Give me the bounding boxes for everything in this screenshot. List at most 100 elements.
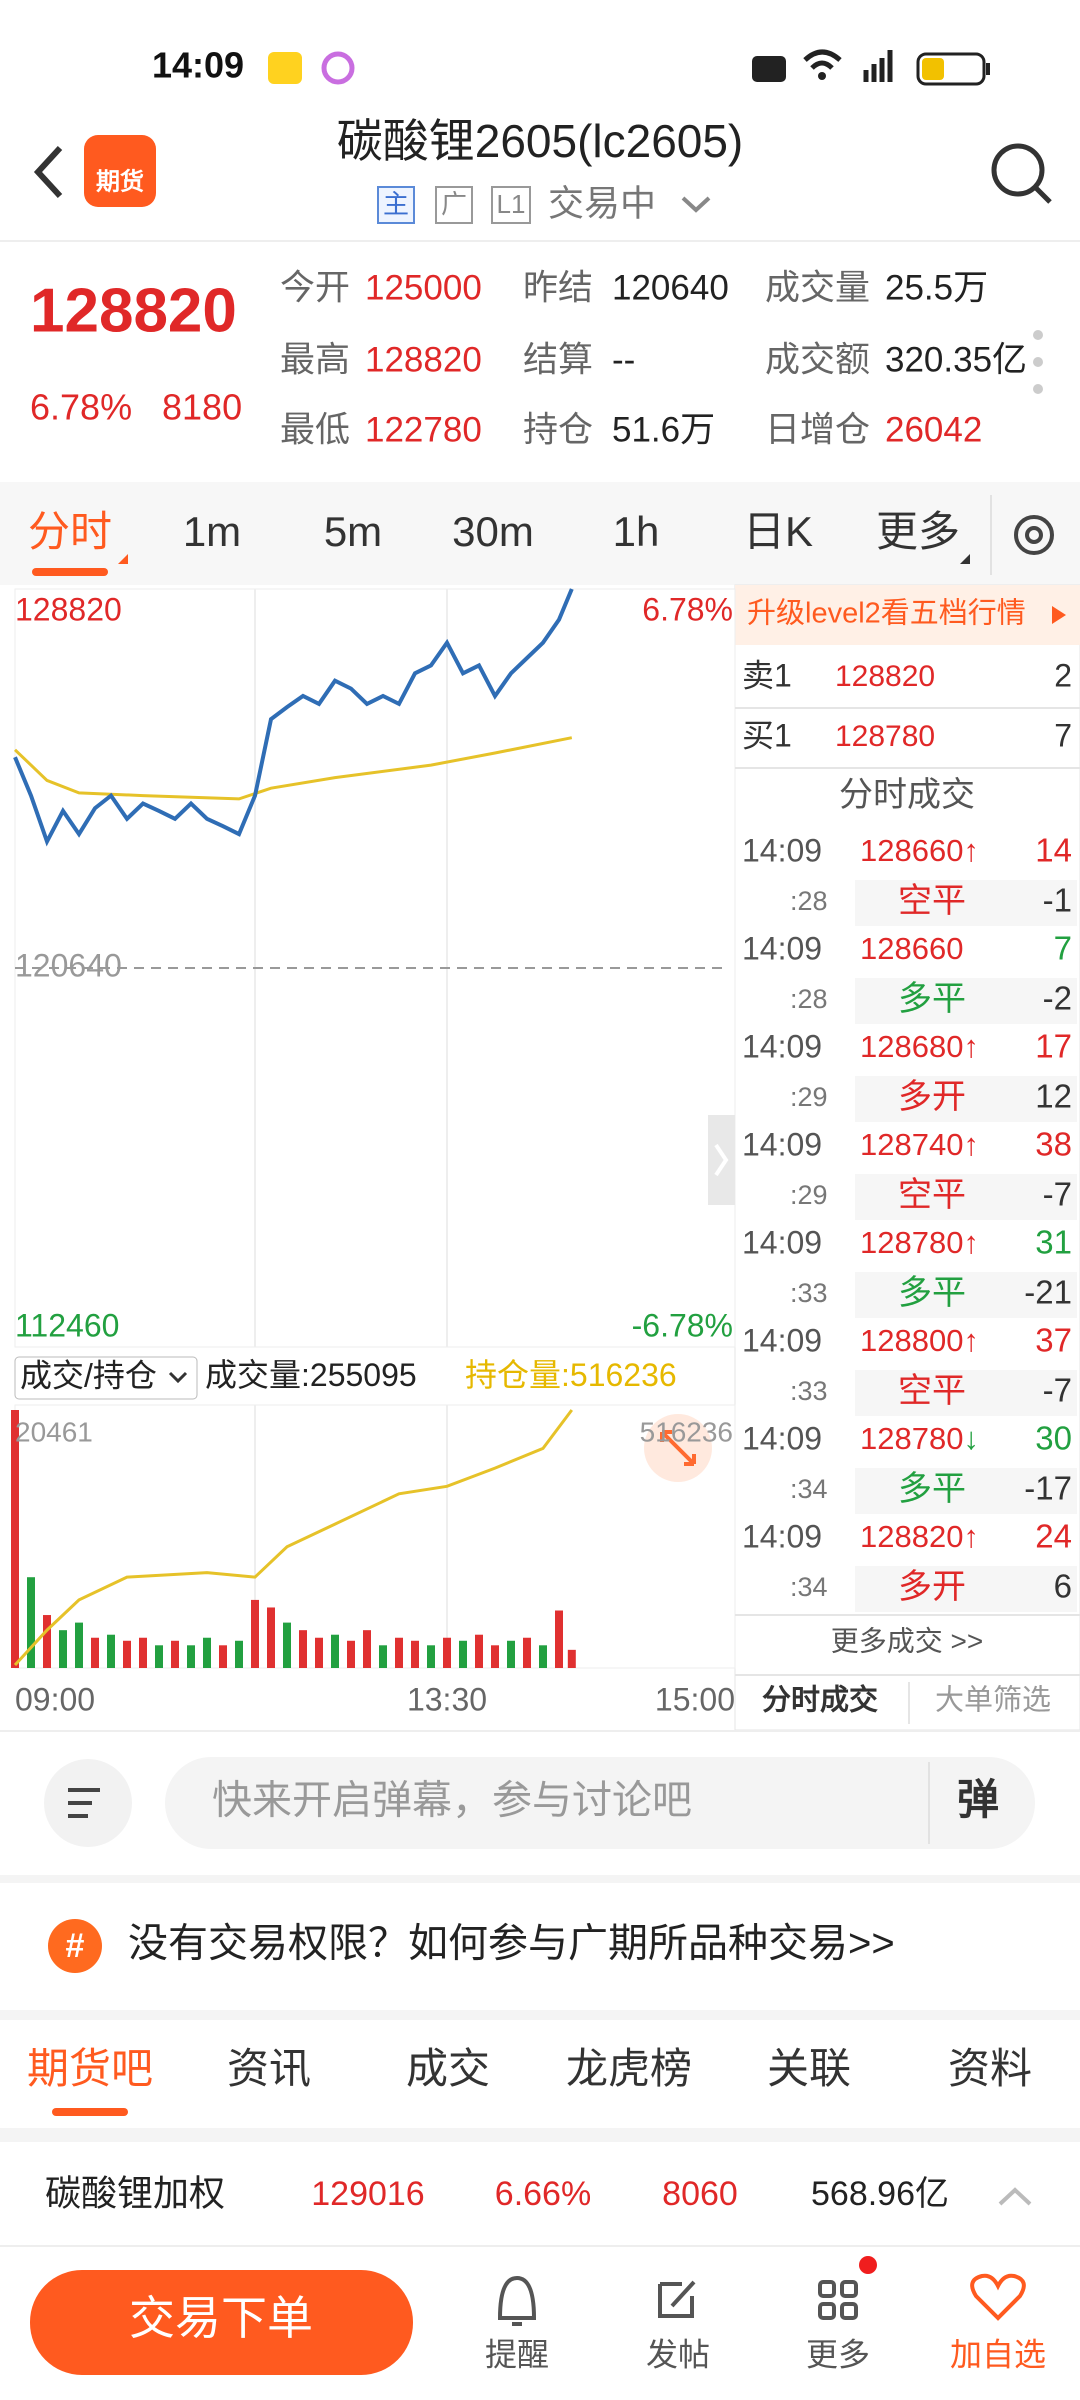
trade-type: 多平 [898, 1470, 966, 1508]
nav-icon[interactable] [497, 2275, 537, 2326]
selector-box[interactable] [14, 1356, 198, 1400]
trade-seconds: :33 [790, 1376, 828, 1406]
field-value: 26042 [885, 410, 982, 449]
oi-change: -21 [1024, 1274, 1072, 1311]
level2-banner[interactable]: 升级level2看五档行情 [747, 597, 1026, 630]
trade-volume: 24 [1035, 1518, 1072, 1555]
trade-volume: 38 [1035, 1126, 1072, 1163]
volume-bar [43, 1615, 51, 1668]
y-tick-label: 120640 [15, 947, 122, 983]
trade-type: 空平 [898, 1372, 966, 1410]
volume-bar [203, 1637, 211, 1668]
field-label: 日增仓 [765, 410, 870, 449]
dropdown-icon[interactable] [681, 196, 711, 213]
volume-bar [267, 1607, 275, 1668]
tab[interactable]: 1m [183, 508, 241, 555]
trade-price: 128780↓ [860, 1421, 979, 1456]
section-tab[interactable]: 资讯 [227, 2045, 311, 2092]
nav-label[interactable]: 提醒 [485, 2336, 549, 2372]
danmaku-button[interactable]: 弹 [957, 1776, 999, 1823]
field-label: 结算 [523, 340, 593, 379]
collapse-handle[interactable] [714, 1143, 729, 1177]
trade-time: 14:09 [742, 930, 822, 966]
more-dots[interactable] [1033, 357, 1043, 367]
volume-bar [187, 1645, 195, 1668]
y-tick-label: 112460 [15, 1307, 119, 1343]
section-tab[interactable]: 资料 [948, 2045, 1032, 2092]
volume-bar [555, 1610, 563, 1668]
settings-button[interactable] [1025, 526, 1043, 544]
volume-bar [283, 1622, 291, 1668]
trades-title: 分时成交 [839, 776, 975, 814]
oi-change: 6 [1054, 1568, 1072, 1605]
more-dots[interactable] [1033, 330, 1043, 340]
trade-type: 多平 [898, 1274, 966, 1312]
tab[interactable]: 日K [743, 508, 813, 555]
tab-underline [32, 568, 108, 576]
selector[interactable]: 成交/持仓 [20, 1357, 157, 1393]
trade-button-label[interactable]: 交易下单 [129, 2292, 313, 2344]
nav-label[interactable]: 更多 [806, 2336, 870, 2372]
danmaku-input[interactable] [165, 1757, 1035, 1849]
banner-icon [48, 1919, 102, 1973]
danmaku-toggle[interactable] [68, 1788, 100, 1818]
field-value: 51.6万 [612, 410, 715, 449]
battery-cap [986, 63, 990, 75]
more-dots[interactable] [1033, 384, 1043, 394]
tab[interactable]: 分时 [28, 508, 112, 555]
nav-icon[interactable] [840, 2280, 858, 2298]
danmaku-placeholder[interactable]: 快来开启弹幕，参与讨论吧 [212, 1779, 692, 1823]
badge: L1 [497, 189, 526, 219]
trade-type: 多开 [898, 1078, 966, 1116]
field-value: 128820 [365, 340, 482, 379]
tab[interactable]: 30m [452, 508, 534, 555]
nav-icon[interactable] [818, 2302, 836, 2320]
trade-button[interactable] [30, 2270, 413, 2375]
section-tab[interactable]: 龙虎榜 [566, 2045, 692, 2092]
level2-banner-bg[interactable] [735, 585, 1080, 645]
direction: ↑ [963, 1029, 979, 1064]
volume-bar [11, 1410, 19, 1668]
nav-label[interactable]: 发帖 [646, 2336, 710, 2372]
direction: ↑ [963, 1127, 979, 1162]
more-trades[interactable]: 更多成交 >> [831, 1625, 983, 1656]
row-bg [855, 1566, 1077, 1612]
row-bg [855, 978, 1077, 1024]
nav-icon[interactable] [840, 2302, 858, 2320]
nav-label[interactable]: 加自选 [950, 2336, 1046, 2372]
banner-text[interactable]: 没有交易权限？如何参与广期所品种交易>> [128, 1922, 895, 1966]
tab[interactable]: 更多 [876, 508, 960, 555]
panel-tab[interactable]: 大单筛选 [935, 1684, 1051, 1717]
tab[interactable]: 1h [613, 508, 660, 555]
volume-bar [219, 1645, 227, 1668]
trade-seconds: :28 [790, 886, 828, 916]
index-change-pct: 6.66% [495, 2175, 591, 2213]
notification-dot [859, 2256, 877, 2274]
row-bg [855, 1076, 1077, 1122]
search-button[interactable] [991, 143, 1045, 197]
last-price: 128820 [30, 276, 237, 345]
section-tab[interactable]: 期货吧 [27, 2045, 153, 2092]
battery-level [922, 58, 944, 80]
field-value: 25.5万 [885, 268, 988, 307]
collapse-handle[interactable] [708, 1115, 735, 1205]
section-tab[interactable]: 关联 [767, 2045, 851, 2092]
back-button[interactable] [33, 145, 63, 199]
search-button[interactable] [1033, 185, 1052, 204]
change-pct: 6.78% [30, 387, 132, 428]
settings-button[interactable] [1014, 515, 1054, 555]
x-tick-label: 13:30 [407, 1681, 487, 1717]
expand-button[interactable] [660, 1430, 696, 1466]
price: 128680 [860, 1029, 963, 1064]
nav-icon[interactable] [818, 2280, 836, 2298]
collapse-icon[interactable] [998, 2187, 1032, 2206]
section-tab[interactable]: 成交 [406, 2045, 490, 2092]
logo-text: 期货 [96, 167, 144, 195]
nav-icon[interactable] [658, 2280, 696, 2318]
dropdown-icon[interactable] [168, 1371, 188, 1384]
tab[interactable]: 5m [324, 508, 382, 555]
volume-bar [459, 1640, 467, 1668]
label: 持仓量: [465, 1357, 570, 1393]
nav-icon[interactable] [970, 2273, 1026, 2321]
panel-tab[interactable]: 分时成交 [762, 1683, 878, 1717]
